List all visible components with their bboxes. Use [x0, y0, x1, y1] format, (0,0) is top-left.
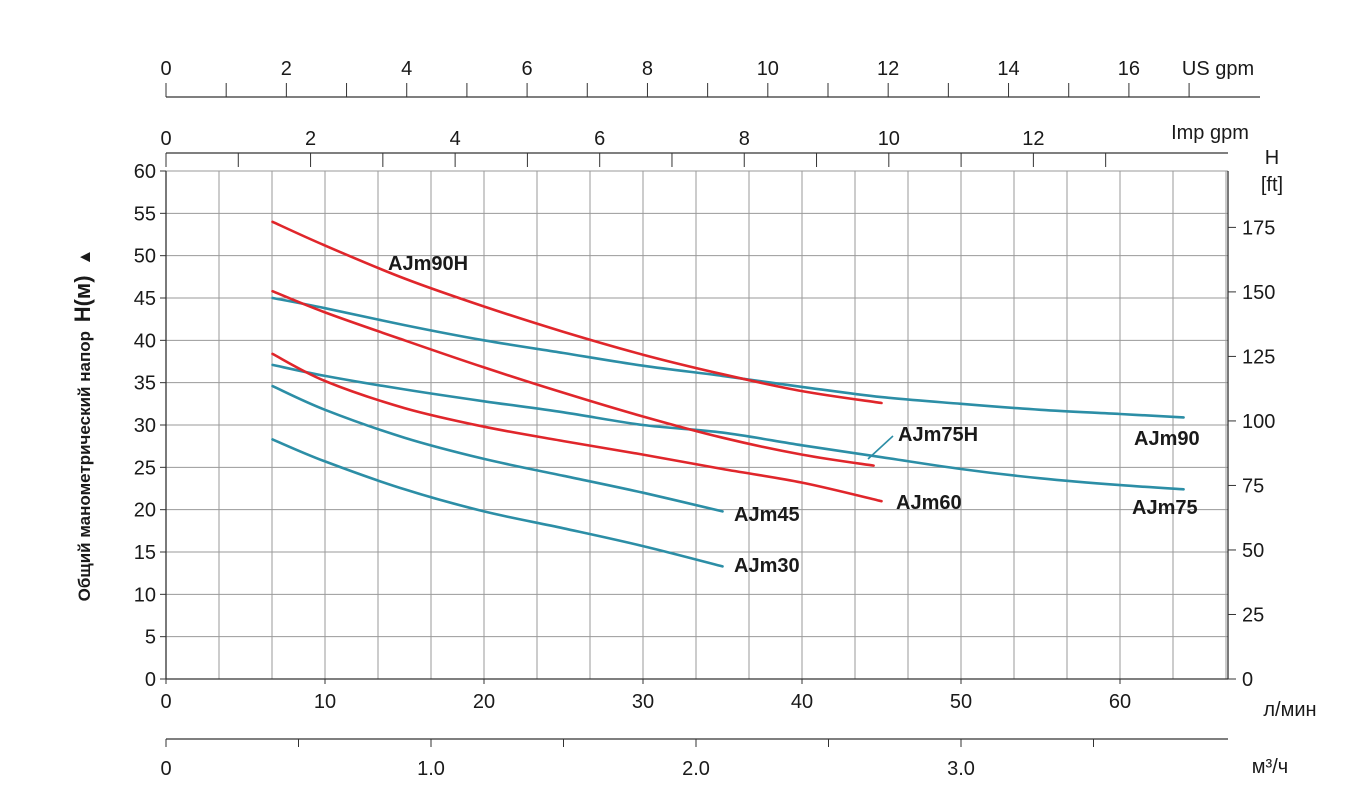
- y-tick-label: 55: [134, 203, 156, 225]
- series-labels: AJm90H AJm75H AJm60 AJm90 AJm75 AJm45 AJm30: [388, 253, 1200, 577]
- imp-gpm-tick-label: 6: [594, 128, 605, 150]
- curve-ajm90: [271, 296, 1185, 419]
- y-axis-title-text: Общий манометрический напор: [75, 326, 94, 601]
- ft-tick-label: 25: [1242, 604, 1264, 626]
- curve-ajm60: [271, 352, 883, 503]
- us-gpm-tick-label: 0: [160, 58, 171, 80]
- m3h-tick-label: 3.0: [947, 758, 975, 780]
- x-tick-label: 60: [1109, 691, 1131, 713]
- x-axis-title: л/мин: [1263, 699, 1316, 721]
- imp-gpm-tick-label: 4: [450, 128, 461, 150]
- series-label-ajm45: AJm45: [734, 504, 800, 526]
- y-axis-arrow: ▲: [75, 249, 94, 266]
- ajm75h-leader-line: [867, 435, 894, 460]
- ft-tick-label: 0: [1242, 669, 1253, 691]
- performance-curves: [271, 220, 1185, 568]
- series-label-ajm60: AJm60: [896, 492, 962, 514]
- series-label-ajm90h: AJm90H: [388, 253, 468, 275]
- curve-ajm30: [271, 438, 724, 568]
- ft-axis-title-unit: [ft]: [1261, 174, 1283, 196]
- y-tick-label: 20: [134, 500, 156, 522]
- y-tick-label: 45: [134, 288, 156, 310]
- curve-ajm90h: [271, 220, 883, 405]
- imp-gpm-tick-label: 8: [739, 128, 750, 150]
- y-tick-label: 50: [134, 246, 156, 268]
- imp-gpm-tick-label: 0: [160, 128, 171, 150]
- x-tick-label: 0: [160, 691, 171, 713]
- us-gpm-tick-label: 14: [997, 58, 1019, 80]
- ft-tick-label: 75: [1242, 475, 1264, 497]
- ft-tick-label: 175: [1242, 217, 1275, 239]
- y-tick-label: 30: [134, 415, 156, 437]
- us-gpm-tick-label: 16: [1118, 58, 1140, 80]
- m3h-axis-title: м³/ч: [1252, 756, 1288, 778]
- series-label-ajm90: AJm90: [1134, 428, 1200, 450]
- y-axis-title-symbol: H(м): [70, 275, 95, 322]
- y-tick-label: 10: [134, 584, 156, 606]
- x-tick-label: 50: [950, 691, 972, 713]
- m3h-tick-label: 2.0: [682, 758, 710, 780]
- ft-tick-label: 150: [1242, 282, 1275, 304]
- y-tick-label: 35: [134, 373, 156, 395]
- curve-ajm75: [271, 363, 1185, 491]
- curve-ajm75h: [271, 289, 875, 467]
- imp-gpm-axis-title: Imp gpm: [1171, 122, 1249, 144]
- axes: 0510152025303540455055600255075100125150…: [70, 58, 1317, 780]
- m3h-tick-label: 1.0: [417, 758, 445, 780]
- us-gpm-tick-label: 6: [522, 58, 533, 80]
- ft-tick-label: 125: [1242, 346, 1275, 368]
- y-axis-title-group: Общий манометрический напор H(м) ▲: [70, 249, 95, 602]
- ft-tick-label: 50: [1242, 540, 1264, 562]
- us-gpm-tick-label: 8: [642, 58, 653, 80]
- curve-ajm45: [271, 384, 724, 513]
- ft-tick-label: 100: [1242, 411, 1275, 433]
- us-gpm-axis-title: US gpm: [1182, 58, 1254, 80]
- series-label-ajm30: AJm30: [734, 555, 800, 577]
- imp-gpm-tick-label: 10: [878, 128, 900, 150]
- y-tick-label: 5: [145, 627, 156, 649]
- us-gpm-tick-label: 12: [877, 58, 899, 80]
- grid: [166, 170, 1228, 679]
- us-gpm-tick-label: 10: [757, 58, 779, 80]
- us-gpm-tick-label: 4: [401, 58, 412, 80]
- x-tick-label: 20: [473, 691, 495, 713]
- y-tick-label: 40: [134, 330, 156, 352]
- imp-gpm-tick-label: 12: [1022, 128, 1044, 150]
- y-tick-label: 60: [134, 161, 156, 183]
- us-gpm-tick-label: 2: [281, 58, 292, 80]
- y-axis-title: Общий манометрический напор H(м) ▲: [70, 249, 95, 602]
- x-tick-label: 10: [314, 691, 336, 713]
- m3h-tick-label: 0: [160, 758, 171, 780]
- x-tick-label: 30: [632, 691, 654, 713]
- series-label-ajm75: AJm75: [1132, 497, 1198, 519]
- series-label-ajm75h: AJm75H: [898, 424, 978, 446]
- ft-axis-title-h: H: [1265, 147, 1279, 169]
- y-tick-label: 15: [134, 542, 156, 564]
- x-tick-label: 40: [791, 691, 813, 713]
- imp-gpm-tick-label: 2: [305, 128, 316, 150]
- y-tick-label: 25: [134, 457, 156, 479]
- y-tick-label: 0: [145, 669, 156, 691]
